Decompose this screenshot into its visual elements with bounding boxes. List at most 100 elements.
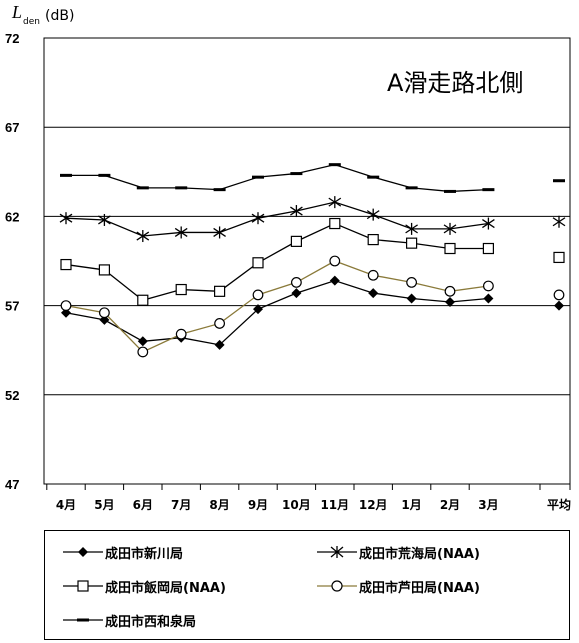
x-tick-labels: 4月 5月 6月 7月 8月 9月 10月 11月 12月 1月 2月 3月 平均 (56, 497, 571, 512)
y-tick-label: 57 (5, 299, 19, 314)
x-tick-label: 12月 (359, 498, 388, 512)
x-tick-label: 9月 (248, 498, 268, 512)
y-tick-label: 67 (5, 120, 19, 135)
plot-frame (43, 37, 571, 485)
point-marker (553, 289, 565, 301)
point-marker (253, 304, 263, 315)
series-line (65, 279, 489, 346)
y-tick-label: 47 (5, 477, 19, 492)
point-marker (406, 237, 418, 249)
x-tick-label: 4月 (56, 498, 76, 512)
series-line (66, 163, 489, 193)
chart-title: A滑走路北側 (387, 69, 523, 97)
point-marker (405, 186, 418, 190)
x-tick-label: 10月 (282, 498, 311, 512)
x-tick-label: 7月 (171, 498, 191, 512)
point-marker (60, 258, 72, 271)
point-marker (60, 173, 72, 177)
point-marker (175, 328, 187, 340)
x-tick-label: 3月 (478, 498, 498, 512)
x-tick-label: 平均 (547, 497, 571, 512)
point-marker (444, 242, 456, 255)
point-marker (406, 293, 417, 304)
x-tick-label: 1月 (401, 498, 421, 512)
point-marker (367, 233, 379, 246)
legend-marker-square (63, 580, 103, 592)
series-line (65, 222, 489, 301)
point-marker (213, 188, 226, 192)
x-tick-label: 8月 (209, 498, 229, 512)
point-marker (214, 318, 226, 329)
series-line (65, 260, 489, 353)
point-marker (444, 189, 456, 193)
legend-marker-circle (317, 580, 357, 592)
point-marker (137, 346, 149, 358)
point-marker (291, 288, 302, 299)
point-marker (175, 283, 187, 296)
point-marker (98, 264, 111, 276)
legend-label: 成田市飯岡局(NAA) (105, 580, 226, 596)
legend-label: 成田市芦田局(NAA) (359, 580, 480, 596)
point-marker (214, 339, 225, 350)
point-marker (553, 251, 565, 264)
point-marker (175, 186, 188, 190)
point-marker (553, 179, 565, 183)
y-tick-label: 52 (5, 388, 19, 403)
point-marker (290, 235, 302, 247)
point-marker (98, 307, 110, 319)
point-marker (98, 173, 111, 177)
y-axis-label-unit: (dB) (45, 8, 74, 24)
point-marker (60, 300, 72, 312)
series-3 (60, 255, 565, 358)
point-marker (406, 277, 418, 288)
point-marker (137, 294, 149, 306)
y-tick-labels: 47 52 57 62 67 72 (5, 31, 19, 492)
point-marker (252, 289, 264, 301)
series-1 (59, 196, 566, 243)
series-2 (60, 217, 565, 306)
legend-label: 成田市荒海局(NAA) (359, 546, 480, 562)
series-4 (60, 163, 565, 193)
point-marker (445, 297, 455, 308)
point-marker (291, 277, 302, 288)
x-tick-label: 5月 (94, 498, 114, 512)
point-marker (329, 275, 340, 286)
x-tick-label: 6月 (133, 498, 153, 512)
point-marker (483, 280, 494, 292)
point-marker (482, 188, 495, 192)
point-marker (329, 217, 341, 230)
x-tick-label: 2月 (440, 498, 460, 512)
point-marker (137, 336, 148, 347)
point-marker (290, 172, 303, 176)
legend-marker-asterisk (317, 546, 357, 558)
legend: 成田市新川局 成田市荒海局(NAA) 成田市飯岡局(NAA) 成田市芦田局(NA… (44, 530, 570, 640)
legend-item-iioka: 成田市飯岡局(NAA) (61, 575, 226, 597)
legend-label: 成田市新川局 (105, 546, 184, 562)
axes (43, 37, 571, 490)
point-marker (329, 255, 341, 267)
point-marker (252, 257, 264, 269)
point-marker (444, 285, 456, 297)
x-tick-label: 11月 (320, 498, 349, 512)
legend-label: 成田市西和泉局 (105, 614, 197, 630)
legend-item-shinkawa: 成田市新川局 (61, 541, 183, 563)
y-axis-label-main: L (11, 2, 22, 22)
legend-item-nishiwaizumi: 成田市西和泉局 (61, 609, 196, 631)
series-line (65, 201, 489, 237)
legend-marker-dash (63, 618, 103, 622)
y-tick-label: 72 (5, 31, 19, 46)
point-marker (368, 288, 379, 299)
grid-lines (44, 126, 570, 396)
legend-item-ashida: 成田市芦田局(NAA) (315, 575, 480, 597)
point-marker (214, 285, 226, 297)
y-axis-label-sub: den (23, 17, 40, 27)
point-marker (136, 186, 149, 190)
legend-item-araumi: 成田市荒海局(NAA) (315, 541, 480, 563)
point-marker (367, 269, 379, 281)
point-marker (483, 293, 494, 304)
chart-canvas: 47 52 57 62 67 72 4月 5月 6月 7月 8月 9月 10月 11月 12月 1月 2月 3月… (5, 2, 571, 512)
point-marker (482, 242, 494, 255)
point-marker (328, 163, 341, 167)
point-marker (554, 300, 564, 311)
series-group (59, 163, 566, 358)
